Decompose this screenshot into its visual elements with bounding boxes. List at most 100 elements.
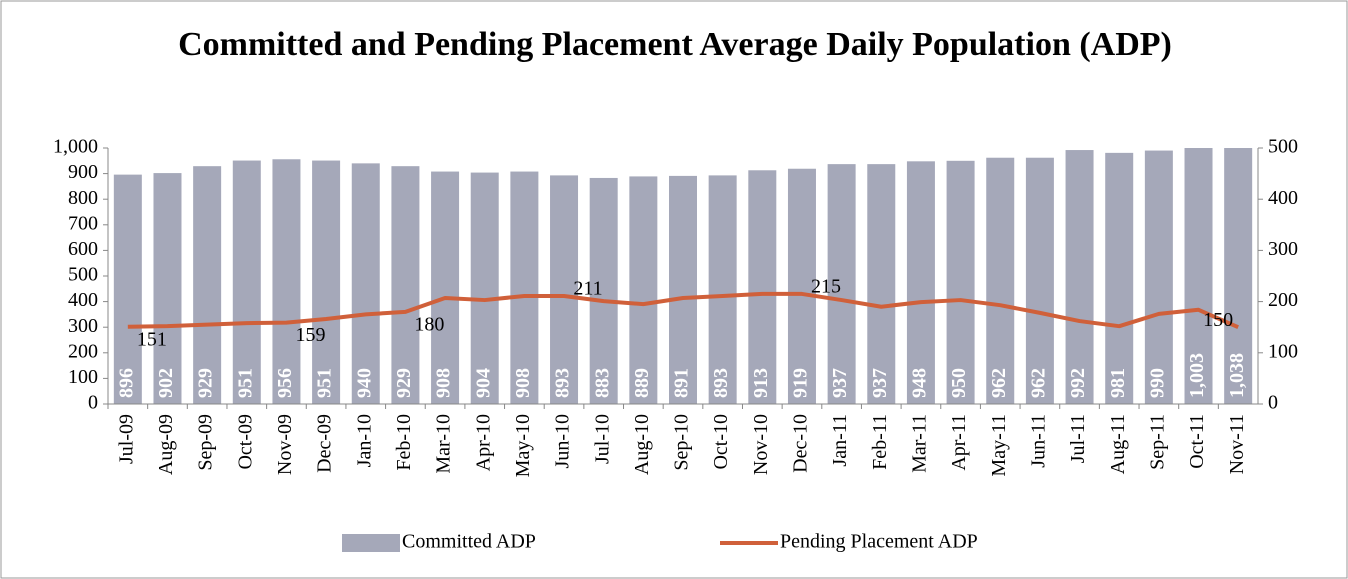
y-tick-label: 300 bbox=[68, 315, 98, 337]
bar bbox=[629, 176, 658, 404]
x-tick-label: Nov-09 bbox=[274, 414, 296, 475]
line-value-label: 180 bbox=[414, 313, 444, 335]
x-tick-label: Aug-11 bbox=[1107, 414, 1129, 474]
bar bbox=[748, 170, 777, 404]
bar-value-label: 904 bbox=[472, 368, 494, 398]
y2-tick-label: 100 bbox=[1268, 340, 1298, 362]
bar-value-label: 908 bbox=[433, 368, 455, 398]
bar bbox=[232, 160, 261, 404]
x-tick-label: Jul-10 bbox=[591, 414, 613, 464]
bar bbox=[1184, 148, 1213, 404]
bar-value-label: 929 bbox=[393, 368, 415, 398]
bar bbox=[193, 166, 222, 404]
bar-value-label: 893 bbox=[552, 368, 574, 398]
x-tick-label: Dec-10 bbox=[790, 414, 812, 473]
bar-value-label: 951 bbox=[314, 368, 336, 398]
x-tick-label: Apr-11 bbox=[948, 414, 970, 471]
x-tick-label: Sep-11 bbox=[1146, 414, 1168, 470]
y2-tick-label: 500 bbox=[1268, 136, 1298, 158]
bar bbox=[431, 171, 460, 404]
bar bbox=[312, 160, 341, 404]
x-tick-label: Sep-09 bbox=[195, 414, 217, 471]
x-tick-label: Oct-10 bbox=[710, 414, 732, 470]
line-value-label: 159 bbox=[295, 324, 325, 346]
bar-value-label: 950 bbox=[948, 368, 970, 398]
bar bbox=[351, 163, 380, 404]
bar-value-label: 889 bbox=[631, 368, 653, 398]
y-tick-label: 0 bbox=[88, 392, 98, 414]
bar-value-label: 948 bbox=[909, 368, 931, 398]
y-tick-label: 500 bbox=[68, 264, 98, 286]
y-tick-label: 100 bbox=[68, 366, 98, 388]
bar bbox=[1065, 150, 1094, 404]
bar-value-label: 893 bbox=[710, 368, 732, 398]
x-tick-label: Dec-09 bbox=[314, 414, 336, 473]
y-tick-label: 800 bbox=[68, 187, 98, 209]
bar bbox=[946, 160, 975, 404]
bar bbox=[867, 164, 896, 404]
x-tick-label: Aug-10 bbox=[631, 414, 653, 475]
bar-value-label: 883 bbox=[591, 368, 613, 398]
x-tick-label: Jan-11 bbox=[829, 414, 851, 467]
x-tick-label: Feb-10 bbox=[393, 414, 415, 471]
legend-label: Pending Placement ADP bbox=[780, 531, 978, 553]
bar bbox=[1224, 148, 1253, 404]
x-tick-label: Sep-10 bbox=[671, 414, 693, 471]
y2-tick-label: 0 bbox=[1268, 392, 1278, 414]
x-tick-label: Mar-10 bbox=[433, 414, 455, 474]
bar bbox=[1105, 152, 1134, 404]
y2-tick-label: 400 bbox=[1268, 187, 1298, 209]
y-tick-label: 200 bbox=[68, 340, 98, 362]
bar bbox=[1025, 157, 1054, 404]
x-tick-label: Oct-11 bbox=[1186, 414, 1208, 469]
line-series bbox=[127, 291, 1239, 330]
bar-value-label: 956 bbox=[274, 368, 296, 398]
bar bbox=[153, 173, 182, 404]
bar-value-label: 908 bbox=[512, 368, 534, 398]
bar bbox=[827, 164, 856, 404]
bar-value-label: 919 bbox=[790, 368, 812, 398]
y-tick-label: 600 bbox=[68, 238, 98, 260]
bar-value-label: 981 bbox=[1107, 368, 1129, 398]
bar bbox=[708, 175, 737, 404]
bar bbox=[1144, 150, 1173, 404]
bar bbox=[787, 168, 816, 404]
bar-value-label: 891 bbox=[671, 368, 693, 398]
x-tick-label: Nov-10 bbox=[750, 414, 772, 475]
bar bbox=[906, 161, 935, 404]
bar bbox=[470, 172, 499, 404]
y2-tick-label: 300 bbox=[1268, 238, 1298, 260]
bar-value-label: 962 bbox=[1027, 368, 1049, 398]
y-tick-label: 400 bbox=[68, 289, 98, 311]
bar-value-label: 1,003 bbox=[1186, 353, 1208, 398]
x-tick-label: Aug-09 bbox=[155, 414, 177, 475]
bar-value-label: 992 bbox=[1067, 368, 1089, 398]
line-value-label: 151 bbox=[137, 328, 167, 350]
bar-value-label: 937 bbox=[829, 368, 851, 398]
bar bbox=[669, 175, 697, 404]
chart-title: Committed and Pending Placement Average … bbox=[178, 26, 1172, 63]
y-tick-label: 700 bbox=[68, 212, 98, 234]
x-tick-label: Feb-11 bbox=[869, 414, 891, 470]
x-tick-label: May-10 bbox=[512, 414, 534, 477]
bar bbox=[391, 166, 420, 404]
bar-value-label: 937 bbox=[869, 368, 891, 398]
legend-label: Committed ADP bbox=[402, 531, 536, 553]
bar-value-label: 913 bbox=[750, 368, 772, 398]
bar bbox=[272, 159, 301, 404]
x-tick-label: Jun-11 bbox=[1027, 414, 1049, 468]
x-tick-label: Apr-10 bbox=[472, 414, 494, 471]
x-tick-label: May-11 bbox=[988, 414, 1010, 477]
bar-value-label: 902 bbox=[155, 368, 177, 398]
bar bbox=[550, 175, 579, 404]
line-value-label: 215 bbox=[811, 276, 841, 298]
x-tick-label: Jan-10 bbox=[353, 414, 375, 467]
bar-value-label: 896 bbox=[115, 368, 137, 398]
x-tick-label: Jul-09 bbox=[115, 414, 137, 464]
x-tick-label: Mar-11 bbox=[909, 414, 931, 473]
bar bbox=[510, 171, 539, 404]
x-tick-label: Jul-11 bbox=[1067, 414, 1089, 463]
